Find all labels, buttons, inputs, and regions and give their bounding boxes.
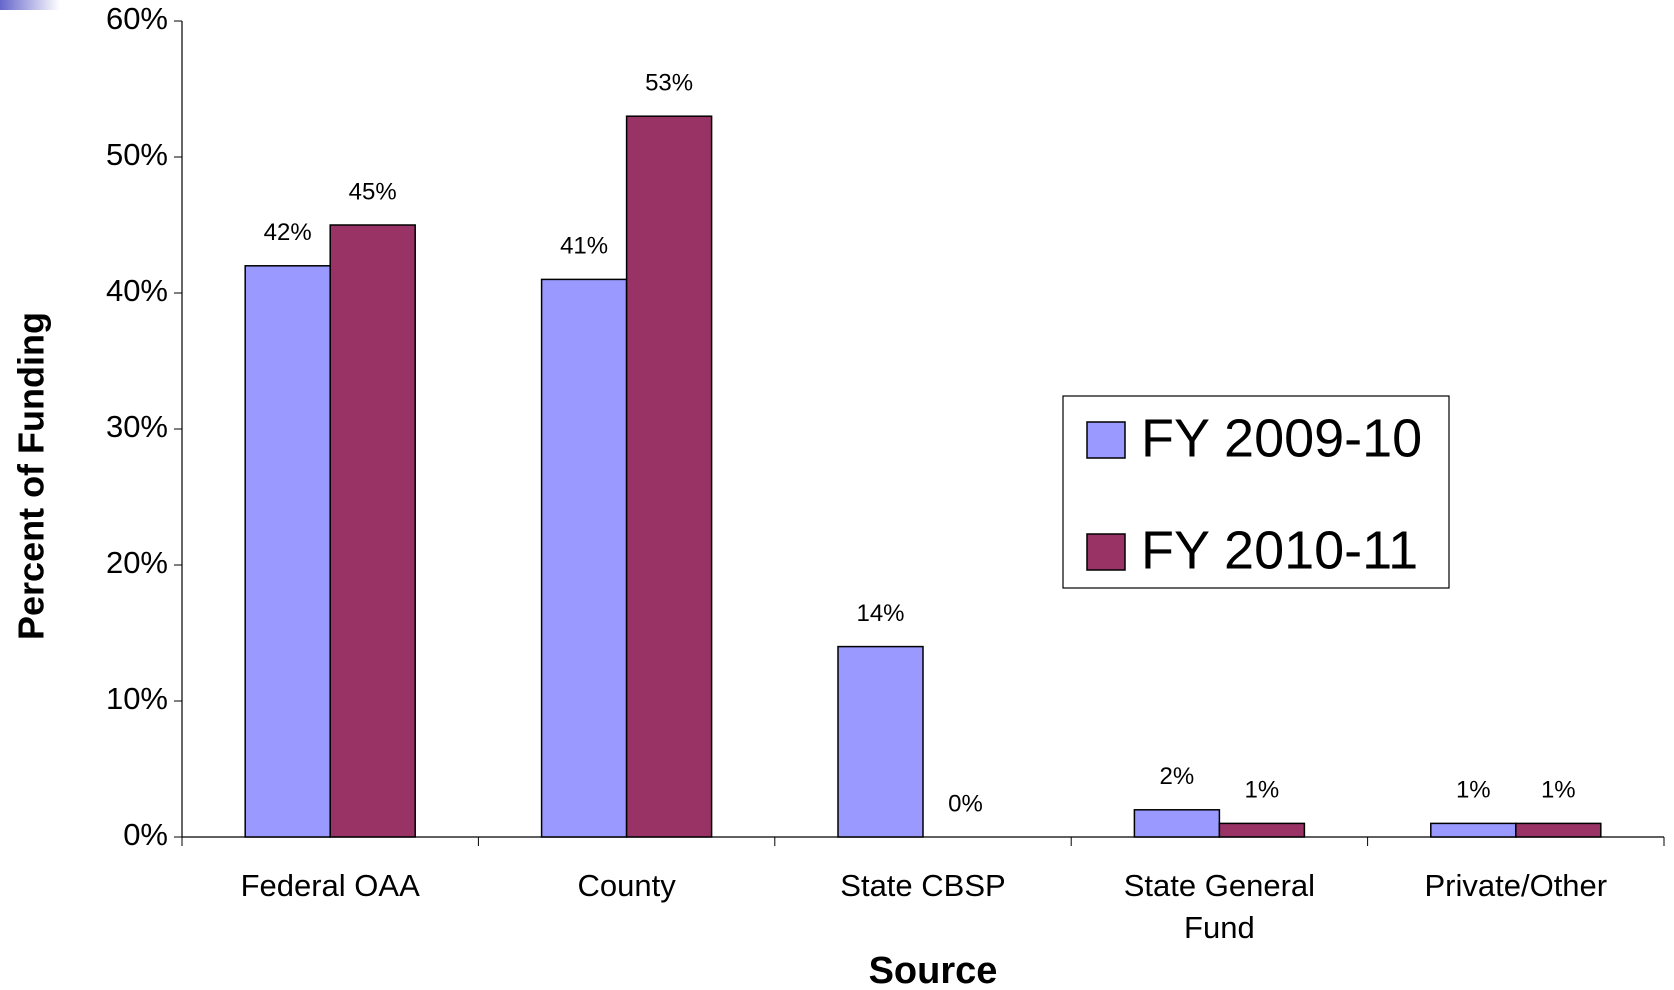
bar <box>837 645 924 838</box>
bar <box>625 115 713 838</box>
y-tick-label: 60% <box>106 1 168 36</box>
legend-label: FY 2009-10 <box>1141 408 1422 468</box>
y-tick-label: 40% <box>106 273 168 308</box>
y-tick-label: 10% <box>106 681 168 716</box>
data-label: 1% <box>1456 777 1491 804</box>
y-tick-label: 30% <box>106 409 168 444</box>
x-tick-label: State General Fund <box>1123 868 1316 945</box>
data-label: 53% <box>645 70 693 97</box>
data-label: 1% <box>1245 777 1280 804</box>
x-axis-title: Source <box>869 950 998 990</box>
data-label: 41% <box>560 233 608 260</box>
data-label: 1% <box>1541 777 1576 804</box>
legend-swatch <box>1086 421 1126 459</box>
bar <box>1430 822 1517 838</box>
legend-box <box>1062 395 1450 589</box>
x-tick-label: Federal OAA <box>240 868 420 903</box>
data-label: 42% <box>264 219 312 246</box>
x-tick-label: Private/Other <box>1424 868 1608 903</box>
bar <box>1133 809 1221 838</box>
data-label: 45% <box>349 178 397 205</box>
corner-decoration <box>0 0 60 10</box>
data-label: 14% <box>856 600 904 627</box>
bar <box>1515 822 1602 838</box>
y-tick-label: 0% <box>123 817 168 852</box>
y-tick-label: 20% <box>106 545 168 580</box>
bar <box>329 224 416 838</box>
bar <box>1218 822 1306 838</box>
y-tick-label: 50% <box>106 137 168 172</box>
data-label: 0% <box>948 790 983 817</box>
bar <box>540 278 628 838</box>
y-axis-title: Percent of Funding <box>11 312 52 640</box>
legend-swatch <box>1086 533 1126 571</box>
x-tick-label: State CBSP <box>840 868 1006 903</box>
data-label: 2% <box>1160 763 1195 790</box>
bar <box>244 265 331 838</box>
x-tick-label: County <box>577 868 676 903</box>
legend-label: FY 2010-11 <box>1141 520 1418 580</box>
